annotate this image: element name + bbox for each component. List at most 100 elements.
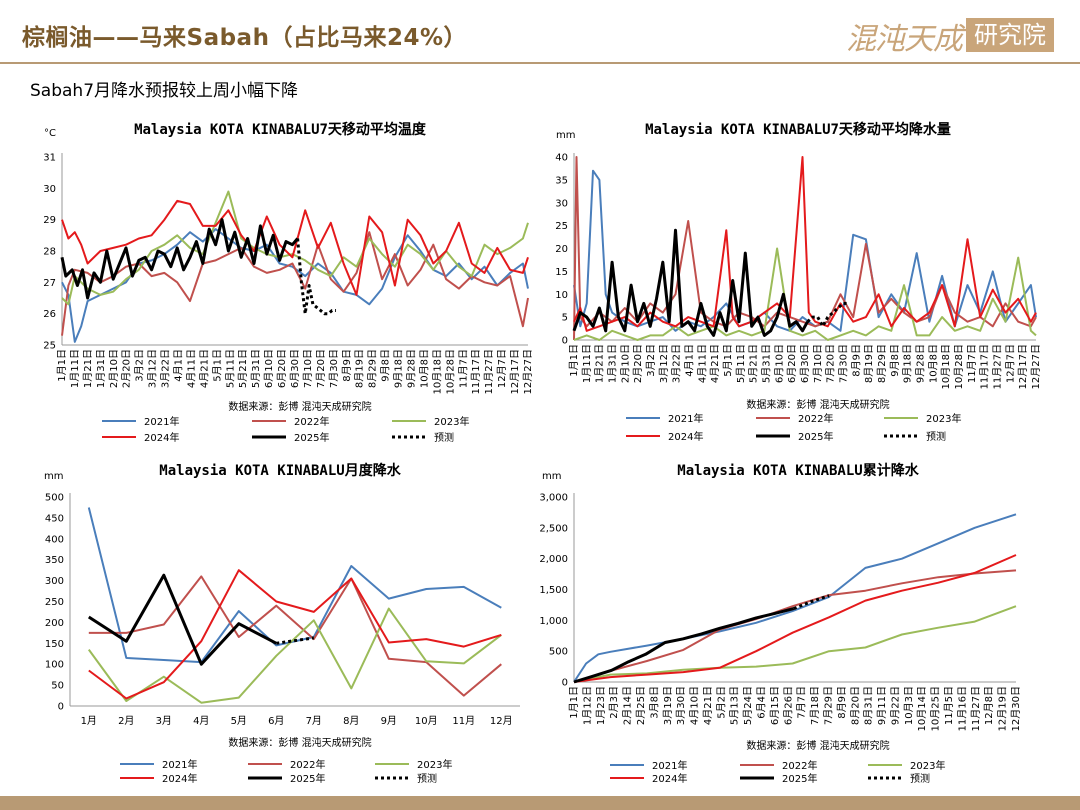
x-tick-label: 1月23日 (595, 686, 607, 725)
y-tick-label: 2,500 (539, 523, 568, 534)
data-source-label: 数据来源：彭博 混沌天成研究院 (228, 400, 371, 413)
legend-label: 2022年 (782, 759, 817, 772)
chart-title: Malaysia KOTA KINABALU累计降水 (677, 462, 919, 479)
x-tick-label: 2月 (118, 715, 134, 727)
x-tick-label: 10月28日 (953, 344, 965, 389)
chart-cumulative-rainfall: Malaysia KOTA KINABALU累计降水 mm 0 500 1,000 1,5… (539, 462, 1022, 785)
x-tick-label: 4月21日 (709, 344, 721, 383)
x-tick-label: 8月20日 (849, 686, 861, 725)
x-tick-label: 12月7日 (1004, 344, 1016, 383)
x-tick-label: 12月19日 (997, 686, 1009, 731)
slide-subtitle: Sabah7月降水预报较上周小幅下降 (30, 81, 299, 101)
data-source-label: 数据来源：彭博 混沌天成研究院 (746, 398, 889, 411)
y-tick-label: 25 (43, 341, 56, 352)
x-tick-label: 10月3日 (903, 686, 915, 725)
logo-main-text: 混沌天成 (846, 22, 963, 57)
y-tick-label: 30 (555, 198, 568, 209)
x-tick-label: 9月28日 (915, 344, 927, 383)
legend-label: 2022年 (798, 412, 833, 425)
x-tick-label: 5月 (231, 715, 247, 727)
x-tick-label: 11月7日 (457, 349, 469, 388)
y-axis-unit: °C (44, 128, 56, 139)
series-line-2024 (573, 554, 1017, 683)
logo-box-text: 研究院 (966, 18, 1054, 52)
series-line-forecast (276, 636, 315, 645)
x-tick-label: 4月10日 (689, 686, 701, 725)
x-tick-label: 3月 (156, 715, 172, 727)
x-tick-label: 11月7日 (966, 344, 978, 383)
x-tick-label: 6月10日 (773, 344, 785, 383)
x-tick-label: 12月 (490, 715, 513, 727)
x-tick-label: 2月14日 (622, 686, 634, 725)
y-tick-label: 20 (555, 244, 568, 255)
x-tick-label: 10月25日 (930, 686, 942, 731)
x-tick-label: 3月12日 (658, 344, 670, 383)
x-tick-label: 12月17日 (1017, 344, 1029, 389)
y-tick-label: 350 (45, 555, 64, 566)
x-tick-label: 8月19日 (354, 349, 366, 388)
y-tick-label: 0 (562, 336, 568, 347)
x-tick-label: 2月20日 (632, 344, 644, 383)
x-tick-label: 3月8日 (648, 686, 660, 719)
x-tick-label: 5月24日 (742, 686, 754, 725)
legend-label: 2021年 (652, 759, 687, 772)
x-tick-label: 8月29日 (876, 344, 888, 383)
x-tick-label: 12月17日 (509, 349, 521, 394)
x-tick-label: 10月 (415, 715, 438, 727)
x-tick-label: 2月25日 (635, 686, 647, 725)
x-tick-label: 3月30日 (675, 686, 687, 725)
legend-label: 2025年 (294, 431, 329, 444)
x-tick-label: 5月1日 (211, 349, 223, 382)
x-tick-label: 5月21日 (237, 349, 249, 388)
y-tick-label: 3,000 (539, 493, 568, 504)
y-tick-label: 1,500 (539, 585, 568, 596)
y-tick-label: 50 (51, 681, 64, 692)
legend-label: 2022年 (290, 758, 325, 771)
y-tick-label: 1,000 (539, 616, 568, 627)
series-line-2023 (573, 605, 1017, 683)
chart-rainfall-7d: Malaysia KOTA KINABALU7天移动平均降水量 mm 0 5 10 15 2… (555, 121, 1042, 443)
x-tick-label: 9月22日 (889, 686, 901, 725)
x-tick-label: 3月2日 (134, 349, 146, 382)
x-tick-label: 10月18日 (940, 344, 952, 389)
chart-title: Malaysia KOTA KINABALU7天移动平均温度 (134, 121, 427, 138)
chart-title: Malaysia KOTA KINABALU7天移动平均降水量 (645, 121, 951, 138)
x-tick-label: 10月14日 (916, 686, 928, 731)
y-tick-label: 150 (45, 639, 64, 650)
x-tick-label: 7月20日 (825, 344, 837, 383)
x-tick-label: 5月31日 (250, 349, 262, 388)
x-tick-label: 7月30日 (328, 349, 340, 388)
brand-logo: 混沌天成 研究院 (846, 14, 1056, 57)
x-tick-label: 1月1日 (56, 349, 68, 382)
header-divider (0, 62, 1080, 64)
x-tick-label: 12月8日 (983, 686, 995, 725)
x-tick-label: 1月21日 (82, 349, 94, 388)
x-tick-label: 6月10日 (263, 349, 275, 388)
legend-label: 2023年 (926, 412, 961, 425)
y-tick-label: 500 (45, 493, 64, 504)
x-tick-label: 4月11日 (185, 349, 197, 388)
x-tick-label: 6月30日 (289, 349, 301, 388)
y-tick-label: 450 (45, 513, 64, 524)
x-tick-label: 11月5日 (943, 686, 955, 725)
x-tick-label: 6月20日 (276, 349, 288, 388)
x-tick-label: 6月20日 (786, 344, 798, 383)
legend-label: 2023年 (910, 759, 945, 772)
x-tick-label: 9月 (381, 715, 397, 727)
x-tick-label: 3月2日 (645, 344, 657, 377)
y-tick-label: 26 (43, 309, 56, 320)
series-line-2022 (573, 156, 1037, 341)
y-tick-label: 25 (555, 221, 568, 232)
x-tick-label: 7月10日 (302, 349, 314, 388)
x-tick-label: 6月30日 (799, 344, 811, 383)
y-axis-unit: mm (44, 471, 63, 482)
y-tick-label: 30 (43, 184, 56, 195)
series-line-2024 (88, 569, 502, 700)
x-tick-label: 1月11日 (69, 349, 81, 388)
x-tick-label: 6月4日 (756, 686, 768, 719)
y-tick-label: 10 (555, 290, 568, 301)
series-line-2023 (87, 607, 502, 704)
x-tick-label: 9月18日 (393, 349, 405, 388)
legend-label: 2025年 (798, 430, 833, 443)
chart-title: Malaysia KOTA KINABALU月度降水 (159, 462, 401, 479)
